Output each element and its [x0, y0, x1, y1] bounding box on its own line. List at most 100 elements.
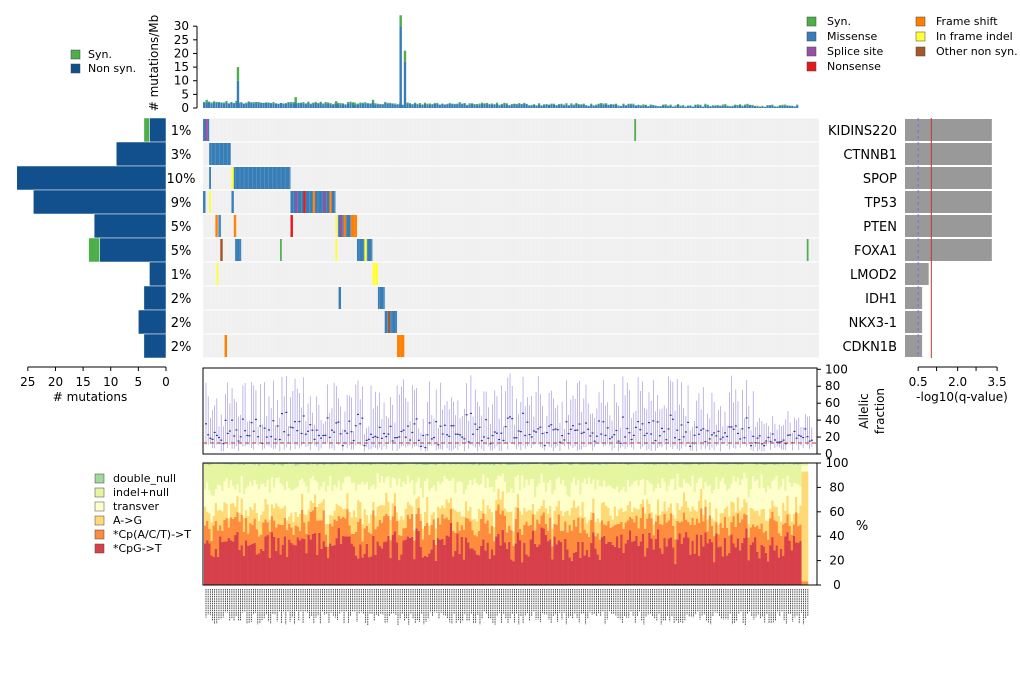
spectrum-bar-transver — [622, 487, 625, 512]
spectrum-bar-cpacpt_t — [598, 539, 602, 560]
spectrum-bar-cpg_t — [648, 532, 651, 585]
spectrum-bar-double_null — [738, 463, 742, 465]
spectrum-bar-cpg_t — [719, 546, 723, 585]
spectrum-bar-transver — [475, 483, 479, 522]
tmb-bar-missense — [411, 104, 414, 108]
spectrum-bar-cpg_t — [693, 553, 697, 585]
spectrum-bar-indel_null — [721, 464, 725, 478]
spectrum-bar-transver — [380, 475, 384, 505]
spectrum-bar-cpg_t — [555, 544, 559, 585]
tmb-bar-missense — [215, 102, 218, 108]
spectrum-bar-cpacpt_t — [445, 517, 449, 536]
spectrum-bar-a_to_g — [393, 493, 397, 507]
spectrum-bar-cpg_t — [644, 556, 647, 585]
spectrum-bar-indel_null — [264, 463, 267, 487]
qvalue-x-tick-label: 0.5 — [909, 375, 928, 389]
spectrum-bar-double_null — [797, 463, 800, 465]
spectrum-bar-cpacpt_t — [275, 527, 278, 551]
tmb-bar-missense — [274, 103, 278, 108]
spectrum-bar-a_to_g — [395, 512, 399, 521]
tmb-bar-missense — [753, 106, 757, 108]
spectrum-bar-indel_null — [348, 464, 351, 477]
spectrum-bar-transver — [249, 481, 252, 507]
tmb-bar-missense — [592, 105, 595, 108]
spectrum-bar-cpg_t — [247, 545, 250, 585]
spectrum-bar-cpacpt_t — [367, 532, 371, 558]
spectrum-bar-indel_null — [402, 464, 405, 482]
spectrum-bar-transver — [296, 486, 300, 517]
spectrum-bar-cpg_t — [419, 547, 423, 585]
spectrum-bar-cpg_t — [391, 535, 395, 585]
spectrum-bar-cpacpt_t — [344, 518, 347, 537]
spectrum-bar-cpg_t — [691, 540, 694, 585]
spectrum-bar-a_to_g — [609, 515, 612, 528]
spectrum-bar-transver — [398, 478, 401, 521]
spectrum-bar-cpacpt_t — [331, 526, 334, 546]
spectrum-bar-double_null — [579, 463, 582, 465]
spectrum-bar-cpg_t — [616, 536, 619, 585]
spectrum-bar-double_null — [736, 463, 740, 465]
spectrum-bar-cpacpt_t — [713, 536, 716, 563]
spectrum-bar-a_to_g — [484, 514, 487, 524]
spectrum-bar-cpg_t — [314, 533, 317, 585]
matrix-cell-in_frame_indel — [372, 263, 378, 285]
spectrum-bar-double_null — [516, 463, 520, 465]
spectrum-bar-transver — [676, 473, 679, 503]
spectrum-bar-cpg_t — [514, 543, 518, 585]
spectrum-bar-indel_null — [488, 464, 492, 488]
spectrum-bar-cpg_t — [788, 540, 792, 585]
spectrum-bar-double_null — [206, 463, 209, 465]
spectrum-bar-a_to_g — [486, 505, 490, 521]
tmb-bar-missense — [356, 104, 360, 108]
spectrum-bar-indel_null — [480, 464, 483, 485]
spectrum-bar-double_null — [764, 463, 768, 465]
spectrum-bar-a_to_g — [311, 502, 315, 511]
spectrum-bar-indel_null — [449, 464, 453, 481]
spectrum-bar-transver — [288, 487, 291, 517]
spectrum-bar-cpacpt_t — [676, 520, 679, 540]
spectrum-bar-transver — [749, 489, 753, 508]
spectrum-bar-indel_null — [792, 464, 796, 484]
spectrum-bar-double_null — [527, 463, 531, 465]
spectrum-bar-indel_null — [713, 463, 716, 491]
spectrum-bar-transver — [506, 493, 509, 512]
spectrum-bar-cpacpt_t — [430, 524, 433, 550]
spectrum-bar-transver — [206, 482, 209, 512]
spectrum-bar-double_null — [497, 463, 500, 465]
spectrum-bar-transver — [462, 494, 466, 517]
spectrum-bar-indel_null — [678, 463, 682, 488]
tmb-bar-syn — [453, 103, 456, 105]
tmb-bar-syn — [384, 101, 387, 103]
spectrum-bar-transver — [389, 487, 392, 520]
spectrum-bar-double_null — [279, 463, 282, 465]
spectrum-bar-indel_null — [255, 463, 259, 485]
spectrum-bar-a_to_g — [628, 501, 632, 517]
tmb-bar-missense — [490, 104, 494, 108]
tmb-bar-missense — [778, 105, 781, 108]
legend-label-missense: Missense — [827, 30, 877, 43]
spectrum-bar-a_to_g — [372, 501, 375, 511]
spectrum-bar-indel_null — [236, 464, 239, 485]
tmb-bar-missense — [471, 103, 474, 108]
tmb-bar-missense — [270, 103, 273, 108]
spectrum-bar-double_null — [587, 463, 591, 465]
qvalue-bar — [905, 167, 992, 189]
spectrum-bar-cpacpt_t — [439, 524, 442, 540]
spectrum-bar-transver — [260, 484, 263, 516]
tmb-bar-missense — [438, 104, 441, 108]
spectrum-bar-transver — [314, 480, 317, 495]
spectrum-bar-transver — [771, 481, 774, 501]
spectrum-bar-indel_null — [659, 464, 662, 489]
spectrum-bar-indel_null — [775, 464, 779, 476]
tmb-peak-missense — [335, 103, 338, 108]
tmb-bar-syn — [222, 102, 226, 104]
tmb-bar-missense — [595, 105, 598, 108]
spectrum-bar-cpacpt_t — [553, 523, 556, 537]
tmb-bar-missense — [637, 104, 640, 108]
spectrum-bar-double_null — [249, 463, 252, 465]
tmb-bar-missense — [535, 105, 538, 108]
spectrum-bar-cpg_t — [592, 532, 595, 585]
spectrum-bar-indel_null — [516, 464, 520, 475]
spectrum-bar-cpg_t — [715, 533, 718, 585]
spectrum-bar-cpacpt_t — [346, 509, 349, 537]
